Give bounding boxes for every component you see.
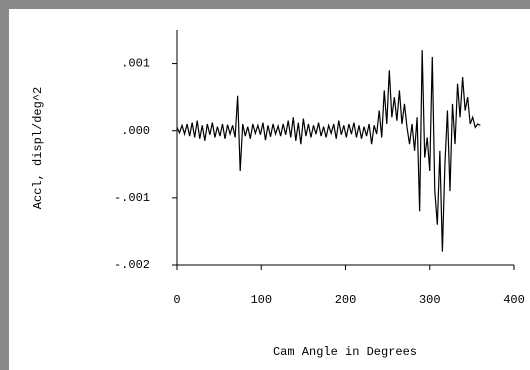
x-tick-label: 0 xyxy=(173,293,180,307)
data-line xyxy=(176,50,481,252)
x-tick-label: 400 xyxy=(503,293,525,307)
x-tick-label: 200 xyxy=(335,293,357,307)
x-tick-label: 300 xyxy=(419,293,441,307)
y-tick-label: -.002 xyxy=(114,258,150,272)
x-tick-label: 100 xyxy=(250,293,272,307)
y-axis-label: Accl, displ/deg^2 xyxy=(31,87,45,209)
y-tick-label: -.001 xyxy=(114,191,150,205)
frame-top xyxy=(0,0,530,9)
y-tick-label: .000 xyxy=(121,124,150,138)
frame-left xyxy=(0,0,9,370)
x-axis-label: Cam Angle in Degrees xyxy=(273,345,417,359)
y-tick-label: .001 xyxy=(121,57,150,71)
